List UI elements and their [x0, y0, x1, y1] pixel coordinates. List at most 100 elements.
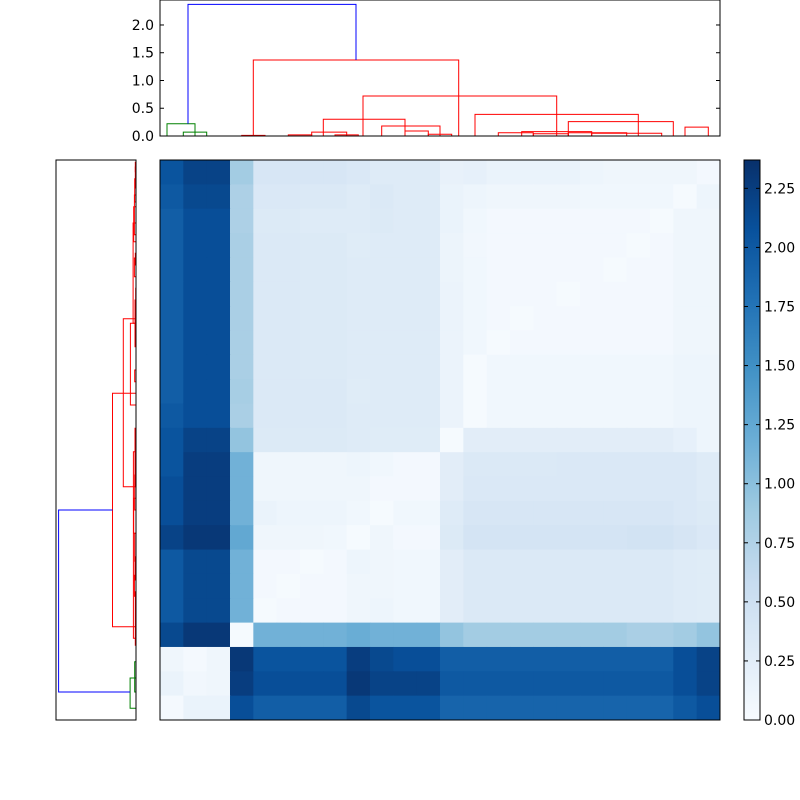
- heatmap-cell: [183, 354, 208, 380]
- heatmap-cell: [206, 427, 231, 453]
- heatmap-cell: [556, 403, 581, 429]
- heatmap-cell: [370, 281, 394, 307]
- top-dendrogram-ytick-label: 2.0: [132, 18, 154, 34]
- heatmap-cell: [696, 233, 721, 258]
- heatmap-cell: [603, 233, 628, 258]
- heatmap-cell: [463, 233, 488, 258]
- heatmap-cell: [626, 160, 651, 185]
- heatmap-cell: [626, 549, 651, 575]
- heatmap-cell: [393, 598, 418, 624]
- heatmap-cell: [510, 257, 534, 283]
- heatmap-cell: [370, 354, 394, 380]
- heatmap-cell: [580, 160, 604, 185]
- heatmap-cell: [486, 354, 511, 380]
- heatmap-cell: [276, 646, 301, 672]
- heatmap-cell: [626, 306, 651, 331]
- heatmap-cell: [183, 184, 208, 210]
- heatmap-cell: [230, 257, 254, 283]
- colorbar-tick-label: 0.25: [764, 654, 795, 670]
- heatmap-cell: [626, 208, 651, 234]
- heatmap-cell: [626, 525, 651, 551]
- left-dendrogram-link: [122, 318, 136, 488]
- heatmap-cell: [673, 573, 698, 599]
- heatmap-cell: [463, 403, 488, 429]
- heatmap-cell: [183, 257, 208, 283]
- heatmap-cell: [463, 622, 488, 648]
- heatmap-cell: [393, 695, 418, 721]
- heatmap-cell: [370, 671, 394, 697]
- heatmap-cell: [276, 476, 301, 502]
- heatmap-cell: [580, 476, 604, 502]
- heatmap-cell: [463, 598, 488, 624]
- heatmap-cell: [276, 281, 301, 307]
- heatmap-cell: [393, 549, 418, 575]
- heatmap-cell: [440, 598, 464, 624]
- heatmap-cell: [580, 306, 604, 331]
- heatmap-cell: [346, 160, 371, 185]
- heatmap-cell: [603, 281, 628, 307]
- heatmap-cell: [533, 452, 558, 478]
- heatmap-cell: [300, 330, 324, 356]
- heatmap-cell: [370, 257, 394, 283]
- heatmap-cell: [603, 427, 628, 453]
- heatmap-cell: [440, 330, 464, 356]
- heatmap-cell: [650, 306, 674, 331]
- heatmap-cell: [253, 403, 278, 429]
- heatmap-cell: [370, 452, 394, 478]
- colorbar-tick-label: 1.50: [764, 359, 795, 375]
- heatmap-cell: [230, 476, 254, 502]
- heatmap-cell: [486, 330, 511, 356]
- heatmap-cell: [510, 622, 534, 648]
- heatmap-cell: [206, 598, 231, 624]
- left-dendrogram-link: [129, 677, 136, 709]
- heatmap-cell: [393, 354, 418, 380]
- heatmap-cell: [556, 233, 581, 258]
- heatmap-cell: [346, 208, 371, 234]
- heatmap-cell: [183, 525, 208, 551]
- left-dendrogram-link: [134, 369, 136, 383]
- heatmap-cell: [323, 379, 348, 404]
- heatmap-cell: [463, 379, 488, 404]
- heatmap-cell: [370, 622, 394, 648]
- heatmap-cell: [276, 184, 301, 210]
- heatmap-cell: [346, 452, 371, 478]
- heatmap-cell: [673, 500, 698, 526]
- heatmap-cell: [533, 622, 558, 648]
- heatmap-cell: [603, 573, 628, 599]
- heatmap-cell: [230, 330, 254, 356]
- heatmap-cell: [346, 354, 371, 380]
- heatmap-cell: [626, 354, 651, 380]
- heatmap-cell: [206, 233, 231, 258]
- heatmap-cell: [650, 208, 674, 234]
- heatmap-cell: [580, 646, 604, 672]
- heatmap-cell: [323, 476, 348, 502]
- heatmap-cell: [673, 208, 698, 234]
- heatmap-cell: [533, 695, 558, 721]
- heatmap-cell: [626, 573, 651, 599]
- heatmap-cell: [510, 403, 534, 429]
- heatmap-cell: [300, 500, 324, 526]
- heatmap-cell: [603, 646, 628, 672]
- left-dendrogram-link: [129, 322, 136, 406]
- top-dendrogram-ytick-label: 0.0: [132, 129, 154, 145]
- heatmap-cell: [160, 525, 184, 551]
- heatmap-cell: [160, 476, 184, 502]
- heatmap-cell: [230, 354, 254, 380]
- heatmap-cell: [533, 208, 558, 234]
- heatmap-cell: [323, 208, 348, 234]
- heatmap-cell: [673, 354, 698, 380]
- heatmap-cell: [323, 354, 348, 380]
- heatmap-cell: [463, 500, 488, 526]
- heatmap-cell: [206, 160, 231, 185]
- heatmap-cell: [603, 452, 628, 478]
- heatmap-cell: [580, 452, 604, 478]
- heatmap-cell: [416, 646, 441, 672]
- heatmap-cell: [650, 452, 674, 478]
- heatmap-cell: [276, 598, 301, 624]
- heatmap-cell: [346, 184, 371, 210]
- heatmap-cell: [486, 427, 511, 453]
- heatmap-cell: [650, 403, 674, 429]
- heatmap-cell: [463, 646, 488, 672]
- heatmap-cell: [626, 330, 651, 356]
- heatmap-cell: [276, 671, 301, 697]
